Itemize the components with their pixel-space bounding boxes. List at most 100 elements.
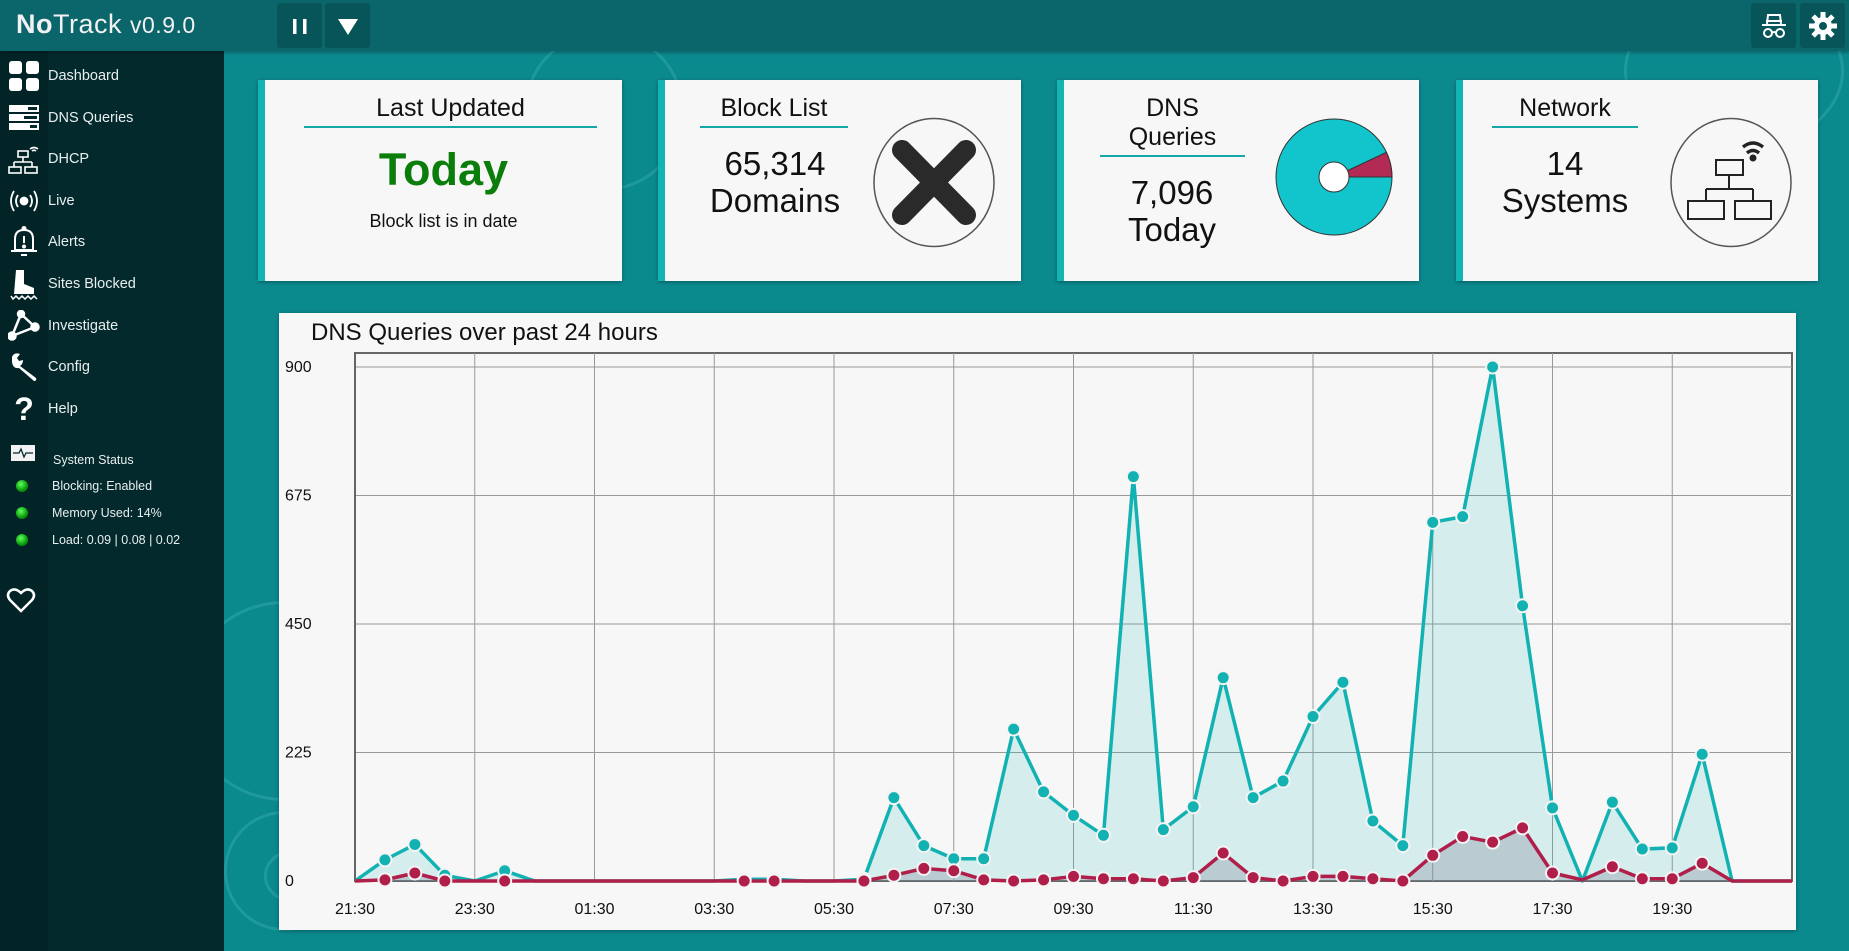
broadcast-icon xyxy=(10,190,38,212)
logo[interactable]: NoTrack v0.9.0 xyxy=(16,9,196,40)
question-icon: ? xyxy=(14,390,34,427)
incognito-icon xyxy=(1761,13,1786,38)
sidebar-item-label: Help xyxy=(48,401,78,417)
data-point xyxy=(1155,873,1171,889)
network-icon xyxy=(8,146,39,174)
data-point xyxy=(976,872,992,888)
sidebar-item-live[interactable]: Live xyxy=(0,181,224,221)
status-text: Load: 0.09 | 0.08 | 0.02 xyxy=(52,533,181,547)
data-point xyxy=(1305,868,1321,884)
data-point xyxy=(1066,868,1081,884)
data-point xyxy=(1006,721,1022,737)
data-point xyxy=(1125,871,1141,887)
card-network[interactable]: Network 14 Systems xyxy=(1456,80,1818,281)
sidebar-item-label: Config xyxy=(48,359,90,375)
sidebar-item-label: Investigate xyxy=(48,318,119,334)
status-indicator xyxy=(16,480,28,492)
x-tick-label: 21:30 xyxy=(335,901,375,918)
sidebar-item-dns-queries[interactable]: DNS Queries xyxy=(0,98,224,138)
sidebar-item-dhcp[interactable]: DHCP xyxy=(0,139,224,179)
dns-queries-count: 7,096 xyxy=(1130,174,1214,211)
data-point xyxy=(886,790,902,806)
sidebar-item-dashboard[interactable]: Dashboard xyxy=(0,56,224,96)
sidebar-item-investigate[interactable]: Investigate xyxy=(0,306,224,346)
privacy-button[interactable] xyxy=(1751,3,1796,48)
card-title-line2: Queries xyxy=(1100,123,1245,157)
data-point xyxy=(916,860,932,876)
data-point xyxy=(1365,871,1381,887)
pause-button[interactable] xyxy=(277,3,322,48)
dns-queries-icon xyxy=(9,105,39,130)
data-point xyxy=(1095,827,1111,843)
data-point xyxy=(1185,799,1201,815)
chart-svg: 0 225 450 675 900 21:30 23:30 01:30 03:30 05:30 07… xyxy=(285,352,1793,918)
data-point xyxy=(437,873,453,889)
data-point xyxy=(1634,871,1650,887)
sidebar-item-label: Live xyxy=(48,193,75,209)
x-tick-label: 13:30 xyxy=(1293,901,1333,918)
dns-queries-chart: DNS Queries over past 24 hours 0 225 450 67… xyxy=(279,313,1796,930)
heart-icon[interactable] xyxy=(6,586,36,614)
data-point xyxy=(1245,790,1261,806)
version: v0.9.0 xyxy=(130,12,196,38)
card-title: Network xyxy=(1492,94,1638,128)
data-point xyxy=(1066,807,1081,823)
sidebar-item-label: Alerts xyxy=(48,234,86,250)
y-tick-label: 225 xyxy=(285,745,312,762)
card-title: DNS xyxy=(1146,94,1199,122)
card-dns-queries[interactable]: DNS Queries 7,096 Today xyxy=(1057,80,1419,281)
card-last-updated[interactable]: Last Updated Today Block list is in date xyxy=(258,80,622,281)
status-memory: Memory Used: 14% xyxy=(0,506,224,520)
data-point xyxy=(1245,870,1261,886)
block-list-count: 65,314 xyxy=(724,145,826,182)
y-tick-label: 450 xyxy=(285,616,312,633)
cross-icon xyxy=(873,117,995,248)
data-point xyxy=(407,865,423,881)
data-point xyxy=(1036,784,1052,800)
data-point xyxy=(1485,834,1501,850)
x-tick-label: 17:30 xyxy=(1532,901,1572,918)
x-tick-label: 09:30 xyxy=(1053,901,1093,918)
x-tick-label: 01:30 xyxy=(574,901,614,918)
network-unit: Systems xyxy=(1501,182,1629,219)
card-block-list[interactable]: Block List 65,314 Domains xyxy=(658,80,1021,281)
brand-bold: No xyxy=(16,9,53,39)
x-tick-label: 03:30 xyxy=(694,901,734,918)
x-tick-label: 15:30 xyxy=(1413,901,1453,918)
data-point xyxy=(1634,841,1650,857)
dashboard-icon xyxy=(9,61,39,91)
sidebar-item-config[interactable]: Config xyxy=(0,347,224,387)
bell-alert-icon xyxy=(11,226,37,256)
data-point xyxy=(1305,709,1321,725)
data-point xyxy=(1185,870,1201,886)
sidebar: Dashboard DNS Queries DHCP Live Alerts S… xyxy=(0,51,224,951)
data-point xyxy=(1664,840,1680,856)
data-point xyxy=(1395,873,1411,889)
data-point xyxy=(1335,674,1351,690)
data-point xyxy=(1694,855,1710,871)
data-point xyxy=(1545,800,1560,816)
data-point xyxy=(1515,820,1531,836)
data-point xyxy=(1425,514,1441,530)
network-icon xyxy=(1670,117,1792,248)
sidebar-item-sites-blocked[interactable]: Sites Blocked xyxy=(0,264,224,304)
series-area-0 xyxy=(355,367,1792,881)
x-tick-label: 19:30 xyxy=(1652,901,1692,918)
data-point xyxy=(377,852,393,868)
status-load: Load: 0.09 | 0.08 | 0.02 xyxy=(0,533,224,547)
menu-dropdown-button[interactable] xyxy=(325,3,370,48)
top-bar: NoTrack v0.9.0 xyxy=(0,0,1849,51)
chart-title: DNS Queries over past 24 hours xyxy=(311,319,658,346)
status-text: Memory Used: 14% xyxy=(52,506,162,520)
sidebar-item-label: Dashboard xyxy=(48,68,119,84)
settings-button[interactable] xyxy=(1800,3,1845,48)
data-point xyxy=(916,838,932,854)
data-point xyxy=(1455,828,1471,844)
data-point xyxy=(1125,469,1141,485)
sidebar-item-alerts[interactable]: Alerts xyxy=(0,222,224,262)
sidebar-item-help[interactable]: ? Help xyxy=(0,389,224,429)
card-title: Block List xyxy=(700,94,848,128)
data-point xyxy=(407,836,423,852)
x-tick-label: 05:30 xyxy=(814,901,854,918)
data-point xyxy=(497,873,513,889)
